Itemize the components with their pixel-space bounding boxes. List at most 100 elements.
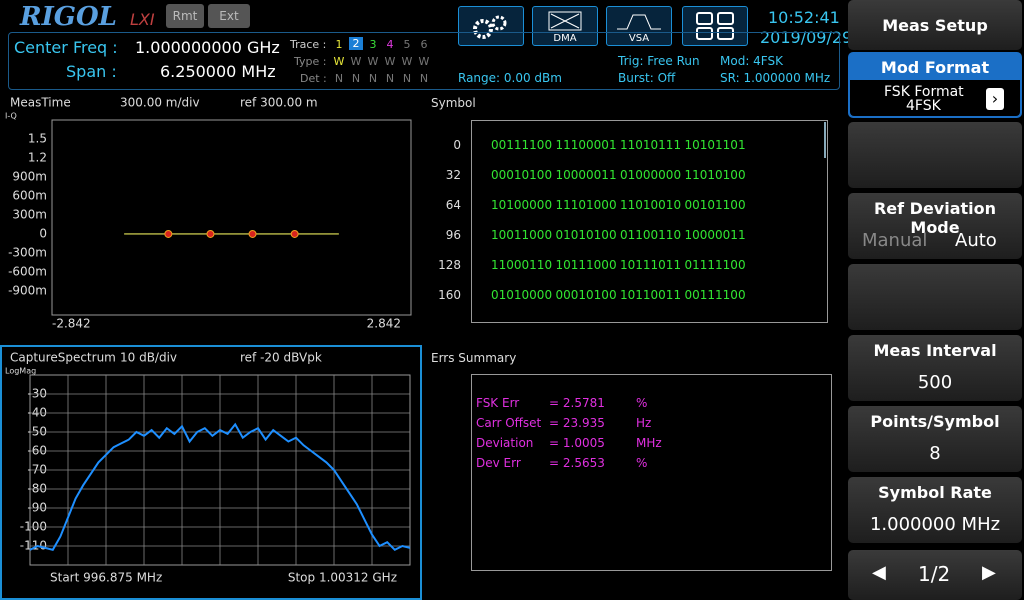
status-bar [8, 32, 840, 90]
rmt[interactable]: Rmt [166, 4, 204, 28]
det-5: N [402, 72, 412, 85]
y-tick-label: -60 [27, 444, 47, 458]
y-tick-label: -50 [27, 425, 47, 439]
x-tick-label: 2.842 [367, 317, 401, 331]
dma-icon [548, 11, 582, 31]
mod-format-item[interactable]: Mod Format FSK Format 4FSK › [848, 52, 1022, 118]
type-1: W [333, 55, 345, 68]
ref-dev-auto[interactable]: Auto [955, 230, 997, 251]
symbol-bits: 11010100 [684, 168, 746, 182]
symbol-index: 96 [445, 228, 461, 242]
trace-5[interactable]: 5 [403, 38, 411, 51]
symbol-title: Symbol [431, 96, 476, 110]
meas-interval-value: 500 [917, 372, 953, 393]
type-label: Type : [294, 55, 327, 68]
symbol-bits: 00111100 [491, 138, 553, 152]
type-3: W [367, 55, 379, 68]
symbol-bits: 11100001 [555, 138, 617, 152]
ref-dev-manual[interactable]: Manual [862, 230, 928, 251]
err-value: = 23.935 [549, 416, 605, 430]
symbol-bits: 10000011 [555, 168, 617, 182]
span: 6.250000 MHz [160, 62, 276, 81]
ext[interactable]: Ext [208, 4, 250, 28]
symbol-point [290, 229, 299, 238]
symbol-index: 64 [445, 198, 461, 212]
det-1: N [334, 72, 344, 85]
symbol-bits: 10111011 [620, 258, 682, 272]
next-page[interactable]: ▶ [982, 562, 996, 583]
errs-title: Errs Summary [431, 351, 517, 365]
det-6: N [419, 72, 429, 85]
menu-title-text: Meas Setup [882, 16, 988, 35]
symbol-bits: 10101101 [684, 138, 746, 152]
charts: MeasTime 300.00 m/div ref 300.00 m I-Q 1.5 1.… [5, 96, 412, 585]
symbol-bits: 11101000 [555, 198, 617, 212]
center-freq-label: Center Freq : [14, 38, 118, 57]
symbol-bits: 01010100 [555, 228, 617, 242]
err-unit: % [636, 456, 648, 470]
type-5: W [401, 55, 413, 68]
scrollbar[interactable] [824, 122, 826, 158]
y-tick-label: -300m [8, 245, 47, 259]
meas-interval-label: Meas Interval [873, 341, 997, 360]
vsa-button[interactable]: VSA [606, 6, 672, 46]
symbol-bits: 00010100 [555, 288, 617, 302]
empty-item [848, 264, 1022, 330]
y-tick-label: 600m [12, 188, 47, 202]
y-axis-label: I-Q [5, 112, 17, 121]
err-label: Carr Offset [476, 416, 542, 430]
symbol-bits: 00101100 [684, 198, 746, 212]
x-tick-label: -2.842 [52, 317, 91, 331]
spectrum-trace [29, 422, 411, 552]
range: Range: 0.00 dBm [458, 71, 562, 85]
y-tick-label: -30 [27, 387, 47, 401]
points-item[interactable]: Points/Symbol 8 [848, 406, 1022, 472]
trace-6[interactable]: 6 [420, 38, 428, 51]
symbol-index: 128 [438, 258, 461, 272]
menu-title: Meas Setup [848, 0, 1022, 50]
dma-label: DMA [553, 33, 577, 44]
trace-1[interactable]: 1 [335, 38, 343, 51]
y-tick-label: -40 [27, 406, 47, 420]
det-3: N [368, 72, 378, 85]
meas-interval-item[interactable]: Meas Interval 500 [848, 335, 1022, 401]
trace-3[interactable]: 3 [369, 38, 377, 51]
time: 10:52:41 [768, 8, 840, 27]
symbol-bits: 01100110 [620, 228, 682, 242]
symbol-rate-item[interactable]: Symbol Rate 1.000000 MHz [848, 477, 1022, 543]
vsa-icon [617, 14, 661, 30]
page-number: 1/2 [918, 562, 951, 586]
layout-button[interactable] [682, 6, 748, 46]
dma-button[interactable]: DMA [532, 6, 598, 46]
empty-item [848, 122, 1022, 188]
err-label: FSK Err [476, 396, 520, 410]
prev-page[interactable]: ◀ [872, 562, 886, 583]
err-unit: MHz [636, 436, 662, 450]
y-tick-label: -90 [27, 501, 47, 515]
symbol-bits: 11000110 [491, 258, 553, 272]
y-tick-label: 300m [12, 207, 47, 221]
err-value: = 2.5781 [549, 396, 605, 410]
chart-ref: ref 300.00 m [240, 96, 318, 110]
ref-dev-item[interactable]: Ref Deviation Mode Manual Auto [848, 193, 1022, 259]
y-tick-label: -600m [8, 264, 47, 278]
symbol-bits: 10100000 [491, 198, 553, 212]
symbol-box [471, 120, 828, 323]
settings-button[interactable] [458, 6, 524, 46]
symbol-bits: 11010010 [620, 198, 682, 212]
capture-panel[interactable] [0, 345, 422, 600]
symbol-bits: 00111100 [684, 288, 746, 302]
err-label: Deviation [476, 436, 534, 450]
y-axis-label: LogMag [5, 367, 36, 376]
start-label: Start 996.875 MHz [50, 571, 162, 585]
symbol-point [164, 229, 173, 238]
trace-2[interactable]: 2 [349, 37, 363, 50]
err-unit: Hz [636, 416, 652, 430]
y-tick-label: -100 [20, 520, 47, 534]
det-4: N [385, 72, 395, 85]
sr: SR: 1.000000 MHz [720, 71, 831, 85]
trace-4[interactable]: 4 [386, 38, 394, 51]
errs-box [471, 374, 832, 571]
symbol-bits: 10111000 [555, 258, 617, 272]
